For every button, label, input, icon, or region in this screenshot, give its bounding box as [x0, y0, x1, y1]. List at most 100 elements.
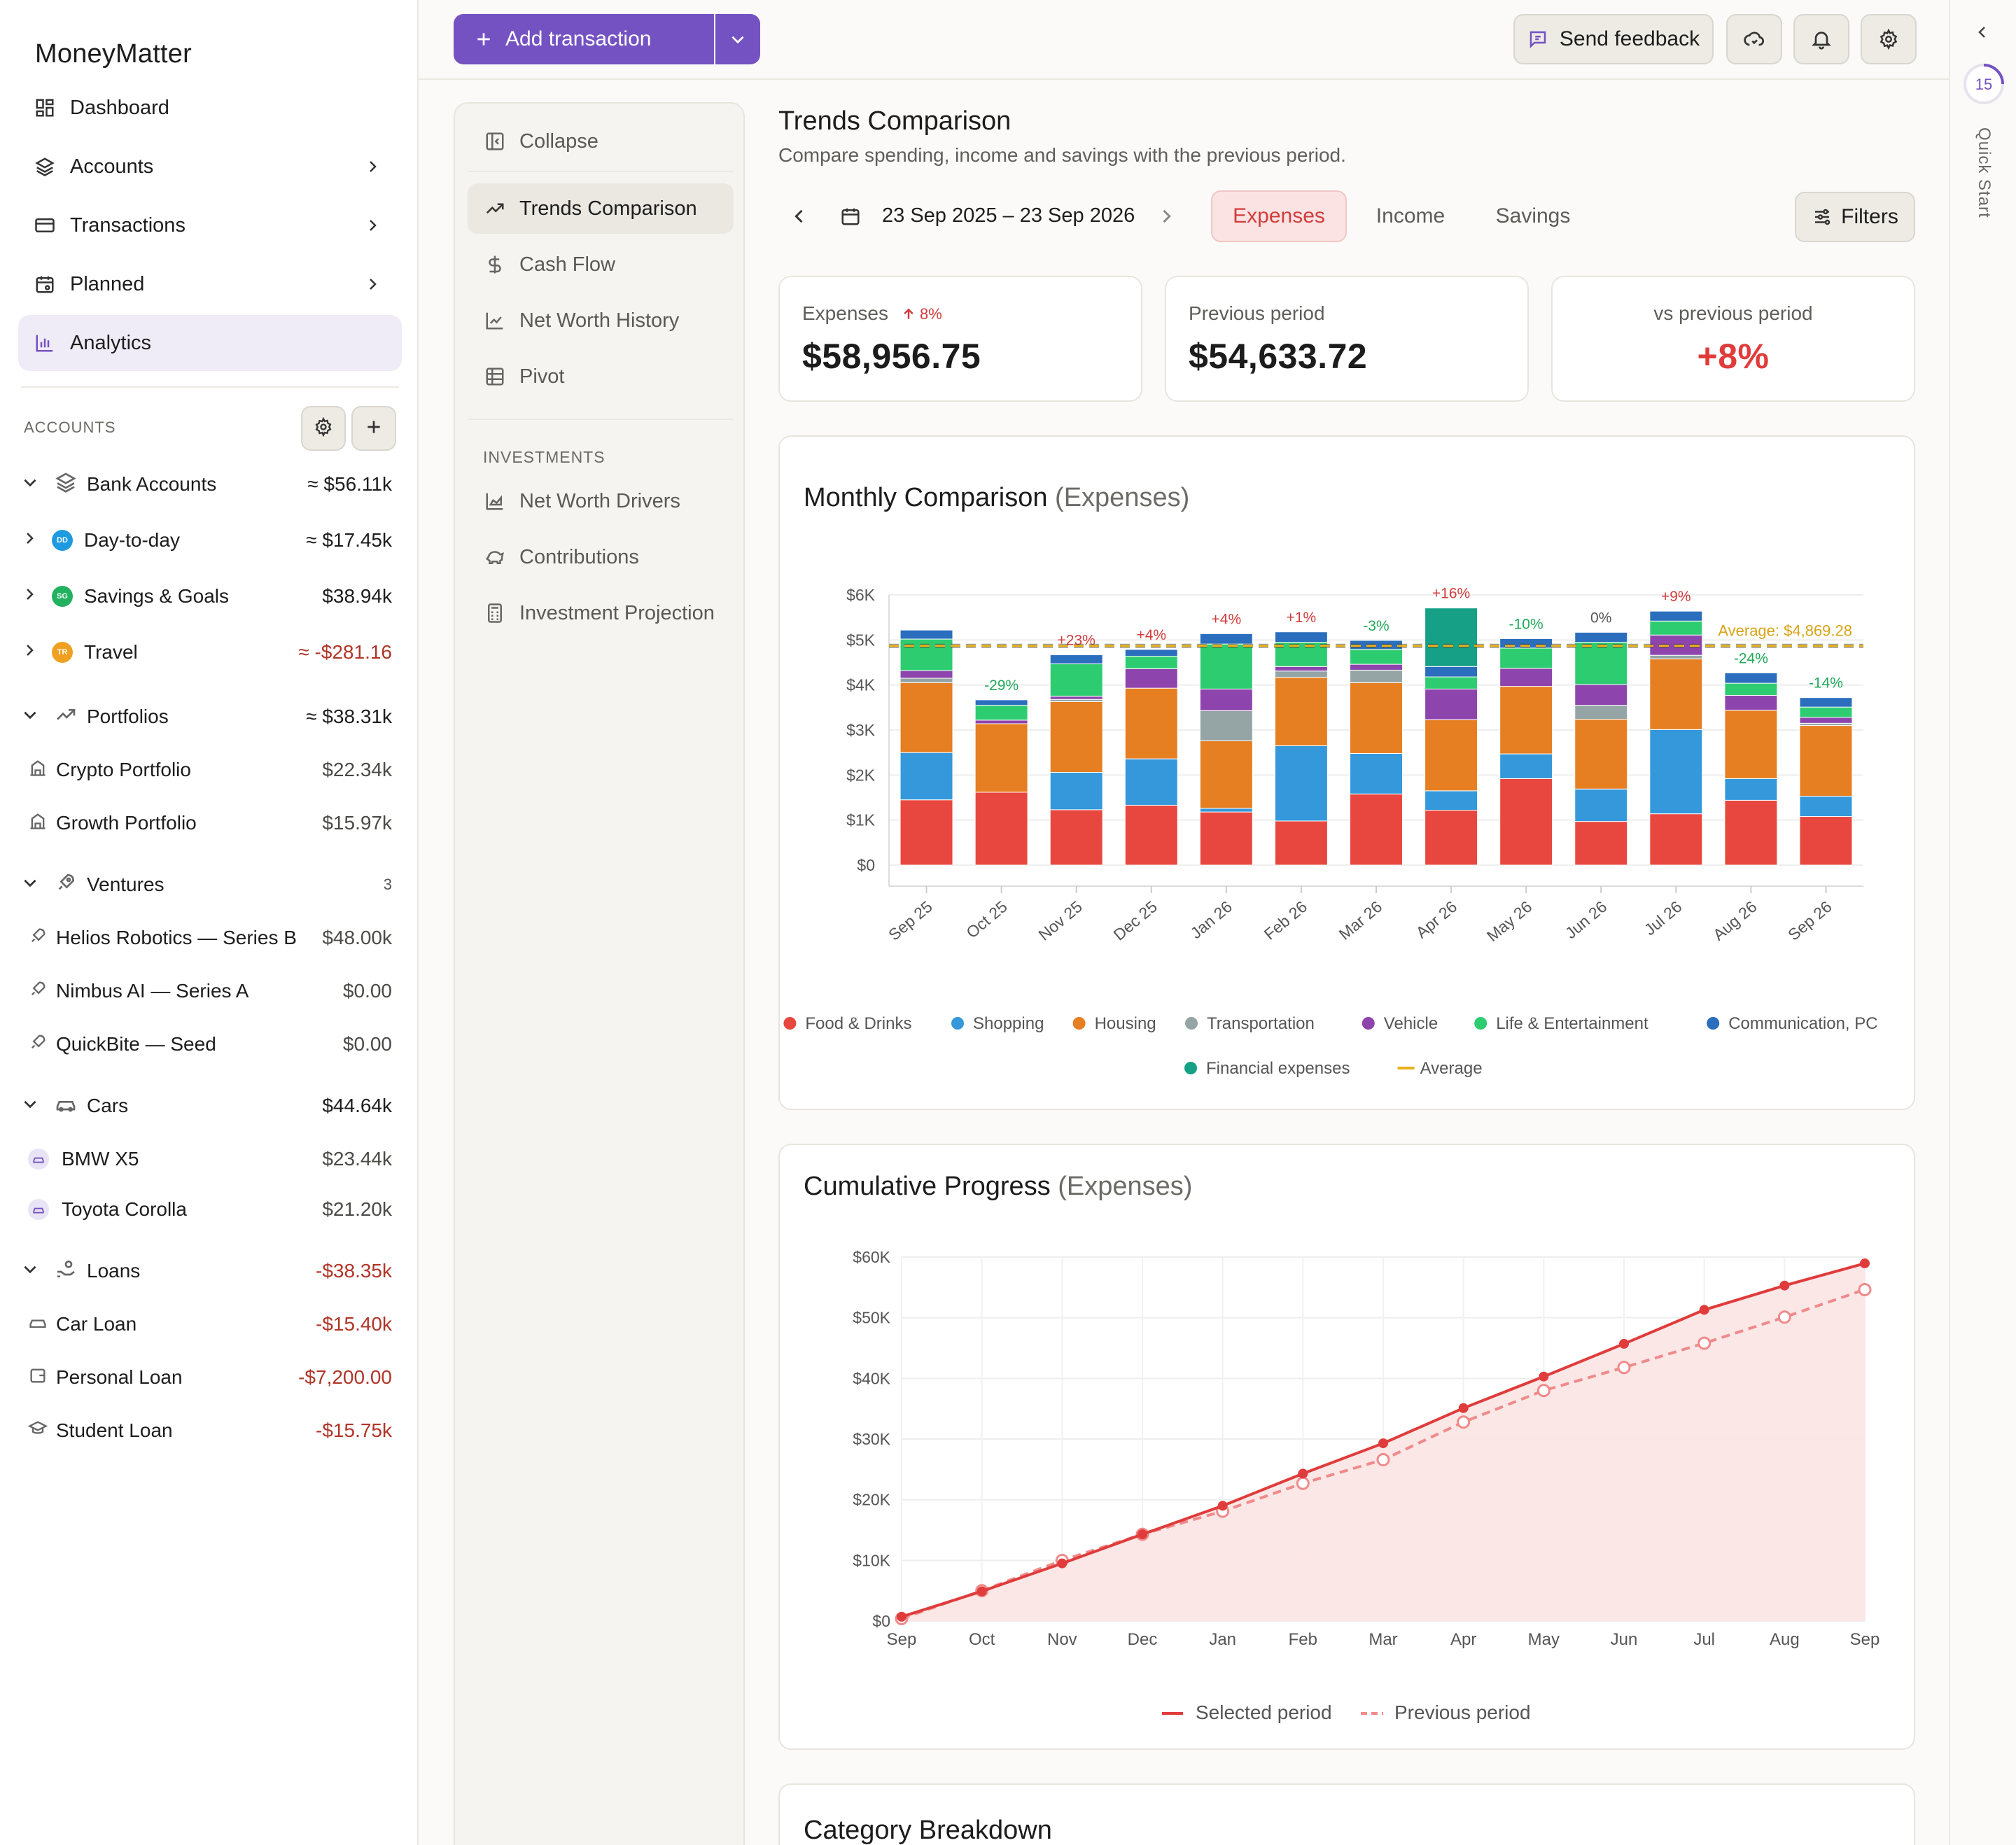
subnav-contributions[interactable]: Contributions [468, 532, 734, 582]
subnav-trends-comparison[interactable]: Trends Comparison [468, 183, 734, 234]
x-tick-label: Jul [1693, 1630, 1715, 1649]
selected-area [902, 1263, 1865, 1621]
loan-personal[interactable]: Personal Loan -$7,200.00 [28, 1356, 392, 1398]
x-tick-label: Jan [1209, 1630, 1236, 1649]
bar-segment [1199, 808, 1253, 813]
rocket-icon [55, 871, 77, 899]
nav-dashboard[interactable]: Dashboard [18, 80, 402, 136]
nav-planned[interactable]: Planned [18, 256, 402, 312]
sliders-icon [1812, 206, 1833, 227]
notifications-button[interactable] [1793, 14, 1849, 64]
legend-swatch [1362, 1017, 1375, 1030]
bar-segment [1499, 686, 1553, 755]
tab-income[interactable]: Income [1376, 204, 1446, 227]
send-feedback-button[interactable]: Send feedback [1513, 14, 1714, 64]
date-range[interactable]: 23 Sep 2025 – 23 Sep 2026 [882, 204, 1135, 227]
add-transaction-menu-button[interactable] [715, 14, 760, 64]
subnav-pivot[interactable]: Pivot [468, 351, 734, 402]
tab-savings[interactable]: Savings [1495, 204, 1571, 227]
sync-button[interactable] [1726, 14, 1782, 64]
previous-point [1457, 1415, 1471, 1429]
venture-helios[interactable]: Helios Robotics — Series B $48.00k [28, 917, 392, 959]
account-crypto-portfolio[interactable]: Crypto Portfolio $22.34k [28, 749, 392, 791]
selected-point [976, 1586, 987, 1597]
bar-segment [1499, 647, 1553, 669]
nav-analytics[interactable]: Analytics [18, 315, 402, 371]
bar-segment [1350, 669, 1403, 683]
legend-swatch [951, 1017, 964, 1030]
account-label: Crypto Portfolio [56, 759, 191, 780]
next-range-button[interactable] [1156, 204, 1176, 228]
stat-card-expenses: Expenses 8% $58,956.75 [778, 276, 1142, 402]
previous-range-button[interactable] [790, 204, 809, 228]
stat-value: $54,633.72 [1189, 337, 1368, 376]
x-tick-label: Apr [1450, 1630, 1476, 1649]
x-tick-label: Jul 26 [1641, 897, 1686, 939]
group-portfolios[interactable]: Portfolios ≈ $38.31k [21, 696, 392, 738]
subnav-investment-projection[interactable]: Investment Projection [468, 588, 734, 638]
group-bank-accounts[interactable]: Bank Accounts ≈ $56.11k [21, 463, 392, 505]
account-savings-goals[interactable]: SG Savings & Goals $38.94k [21, 575, 392, 617]
add-account-button[interactable] [351, 406, 396, 451]
nav-accounts[interactable]: Accounts [18, 139, 402, 195]
venture-nimbus[interactable]: Nimbus AI — Series A $0.00 [28, 970, 392, 1012]
bar-segment [1274, 820, 1328, 866]
bar-segment [1199, 811, 1253, 866]
previous-point [1536, 1384, 1550, 1398]
account-growth-portfolio[interactable]: Growth Portfolio $15.97k [28, 802, 392, 844]
loan-car[interactable]: Car Loan -$15.40k [28, 1303, 392, 1345]
quick-start-progress[interactable]: 15 [1961, 62, 2006, 106]
divider [468, 171, 734, 172]
x-tick-label: Mar [1368, 1630, 1397, 1649]
nav-label: Planned [70, 272, 145, 295]
subnav-net-worth-drivers[interactable]: Net Worth Drivers [468, 476, 734, 526]
account-bmw[interactable]: BMW X5 $23.44k [28, 1138, 392, 1180]
add-transaction-button[interactable]: Add transaction [454, 14, 714, 64]
calendar-icon[interactable] [840, 206, 861, 227]
stat-value: +8% [1697, 337, 1770, 376]
legend-label: Shopping [973, 1014, 1044, 1033]
page-title: Trends Comparison [778, 106, 1011, 136]
account-day-to-day[interactable]: DD Day-to-day ≈ $17.45k [21, 519, 392, 561]
loan-student[interactable]: Student Loan -$15.75k [27, 1410, 392, 1452]
x-tick-label: Feb 26 [1261, 897, 1311, 943]
subnav-cash-flow[interactable]: Cash Flow [468, 239, 734, 290]
bar-segment [1424, 676, 1478, 689]
legend-swatch [1707, 1017, 1720, 1030]
chevron-down-icon [729, 30, 747, 48]
selected-point [1298, 1468, 1308, 1479]
bell-icon [1810, 28, 1833, 50]
stat-card-previous-period: Previous period $54,633.72 [1165, 276, 1529, 402]
legend-swatch [783, 1017, 797, 1030]
chevron-right-icon [364, 274, 381, 300]
chevron-left-icon[interactable] [1974, 22, 1991, 42]
subnav-net-worth-history[interactable]: Net Worth History [468, 295, 734, 346]
nav-transactions[interactable]: Transactions [18, 197, 402, 253]
quick-start-label[interactable]: Quick Start [1975, 127, 1994, 218]
group-ventures[interactable]: Ventures 3 [21, 864, 392, 906]
account-toyota[interactable]: Toyota Corolla $21.20k [28, 1188, 392, 1230]
feedback-icon [1527, 29, 1548, 50]
group-cars[interactable]: Cars $44.64k [21, 1085, 392, 1127]
y-tick-label: $20K [853, 1491, 890, 1509]
x-tick-label: Jun [1611, 1630, 1638, 1649]
collapse-button[interactable]: Collapse [468, 116, 734, 167]
accounts-settings-button[interactable] [301, 406, 346, 451]
bar-segment [1424, 608, 1478, 667]
bar-segment [1724, 778, 1778, 801]
account-travel[interactable]: TR Travel ≈ -$281.16 [21, 631, 392, 673]
group-loans[interactable]: Loans -$38.35k [21, 1250, 392, 1292]
settings-button[interactable] [1861, 14, 1917, 64]
y-tick-label: $5K [846, 631, 876, 649]
group-balance: ≈ $38.31k [306, 706, 392, 727]
previous-point [1858, 1283, 1872, 1297]
cloud-sync-icon [1743, 28, 1765, 50]
change-label: -3% [1363, 618, 1389, 634]
tab-expenses[interactable]: Expenses [1211, 190, 1347, 242]
account-label: Savings & Goals [84, 585, 229, 607]
filters-button[interactable]: Filters [1795, 192, 1915, 242]
x-tick-label: Dec 25 [1110, 897, 1161, 944]
venture-quickbite[interactable]: QuickBite — Seed $0.00 [28, 1023, 392, 1065]
account-label: Nimbus AI — Series A [56, 980, 249, 1002]
app-name: MoneyMatter [35, 39, 192, 69]
